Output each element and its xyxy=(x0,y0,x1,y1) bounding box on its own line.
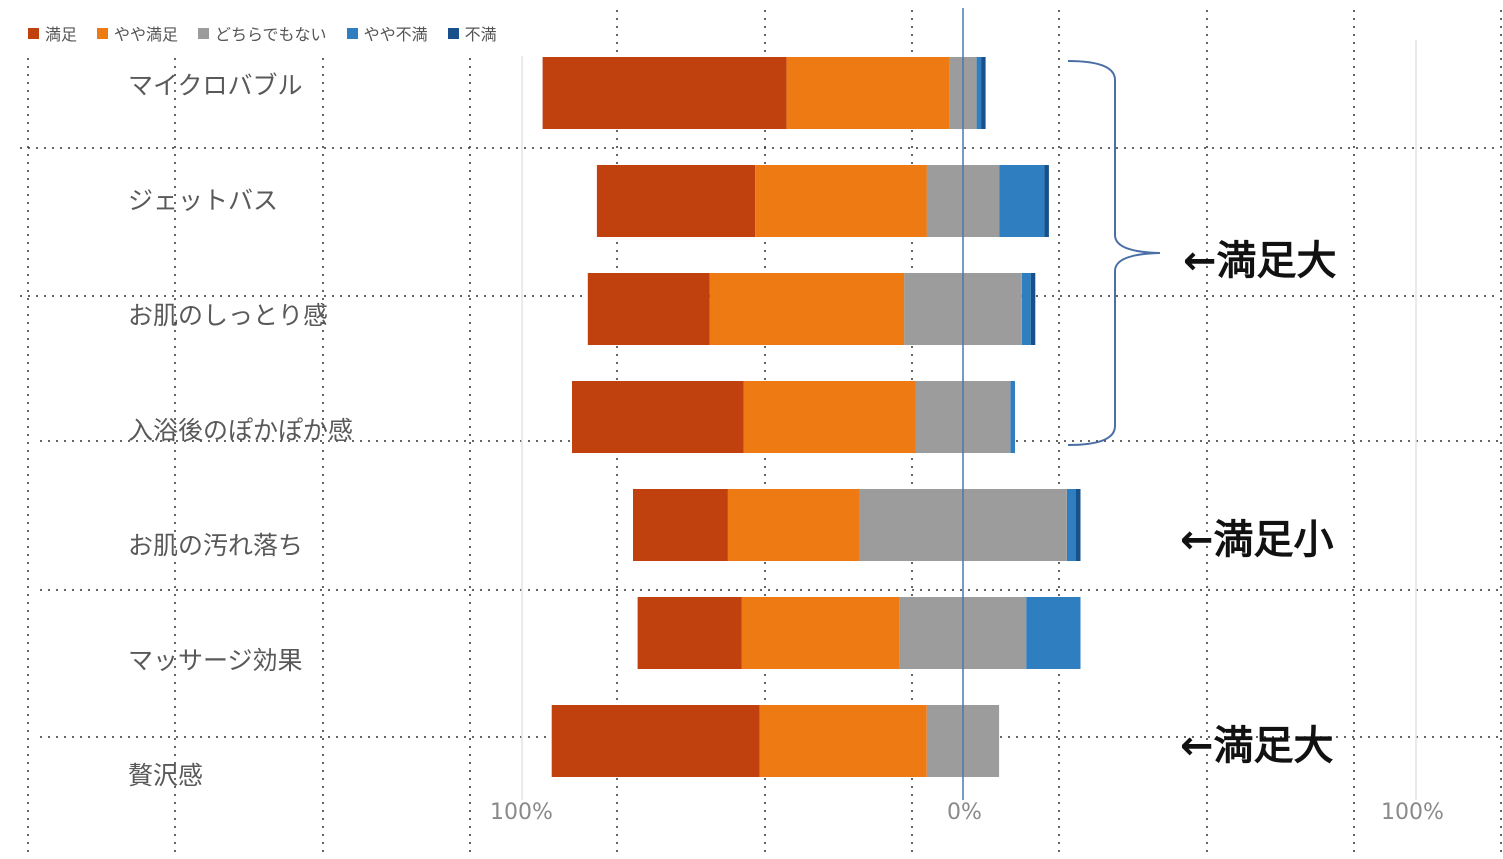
bar-segment xyxy=(596,165,756,237)
tick-label: 0% xyxy=(947,800,982,825)
legend-label: やや満足 xyxy=(114,25,179,44)
annotation: ←満足大 xyxy=(1180,723,1334,769)
tick-label: 100% xyxy=(490,800,553,825)
legend-swatch xyxy=(97,27,109,39)
bar-segment xyxy=(1026,597,1081,669)
bar-segment xyxy=(755,165,927,237)
legend-label: どちらでもない xyxy=(215,25,327,44)
category-label: お肌の汚れ落ち xyxy=(128,531,304,560)
bar-segment xyxy=(587,273,710,345)
legend-item: 満足 xyxy=(28,21,77,45)
annotation: ←満足小 xyxy=(1180,517,1334,563)
category-label: お肌のしっとり感 xyxy=(128,301,329,330)
legend-item: やや満足 xyxy=(97,21,178,45)
bar-segment xyxy=(551,705,760,777)
bar-segment xyxy=(572,381,744,453)
bar-segment xyxy=(976,57,982,129)
bar-segment xyxy=(709,273,905,345)
bracket-annotation xyxy=(1067,60,1161,446)
annotation: ←満足大 xyxy=(1183,238,1337,284)
legend-item: どちらでもない xyxy=(198,21,327,45)
category-label: ジェットバス xyxy=(128,186,279,215)
bar-segment xyxy=(1010,381,1015,453)
tick-label: 100% xyxy=(1381,800,1444,825)
bar-segment xyxy=(743,381,916,453)
category-label: マッサージ効果 xyxy=(128,646,303,675)
category-label: 入浴後のぽかぽか感 xyxy=(128,416,354,445)
bar-segment xyxy=(786,57,950,129)
bars xyxy=(542,8,1081,800)
bar-segment xyxy=(728,489,860,561)
bar-segment xyxy=(1067,489,1076,561)
legend-item: やや不満 xyxy=(346,21,428,45)
bar-segment xyxy=(1044,165,1049,237)
legend-swatch xyxy=(198,27,210,39)
category-label: 贅沢感 xyxy=(128,761,204,790)
legend-item: 不満 xyxy=(447,21,497,45)
legend-swatch xyxy=(346,27,358,39)
bracket xyxy=(1067,60,1161,446)
bar-segment xyxy=(759,705,927,777)
bar-segment xyxy=(542,57,787,129)
legend-swatch xyxy=(447,27,459,39)
bar-segment xyxy=(637,597,742,669)
bar-segment xyxy=(1076,489,1081,561)
bar-segment xyxy=(741,597,900,669)
bar-segment xyxy=(1021,273,1031,345)
legend-label: やや不満 xyxy=(363,25,428,44)
bar-segment xyxy=(1030,273,1036,345)
bar-segment xyxy=(981,57,986,129)
bar-segment xyxy=(999,165,1045,237)
legend-swatch xyxy=(28,27,39,39)
bar-segment xyxy=(633,489,728,561)
category-label: マイクロバブル xyxy=(128,71,303,100)
legend-label: 満足 xyxy=(45,25,78,44)
legend-label: 不満 xyxy=(464,25,497,44)
legend: 満足 やや満足 どちらでもない やや不満 不満 xyxy=(8,10,558,56)
